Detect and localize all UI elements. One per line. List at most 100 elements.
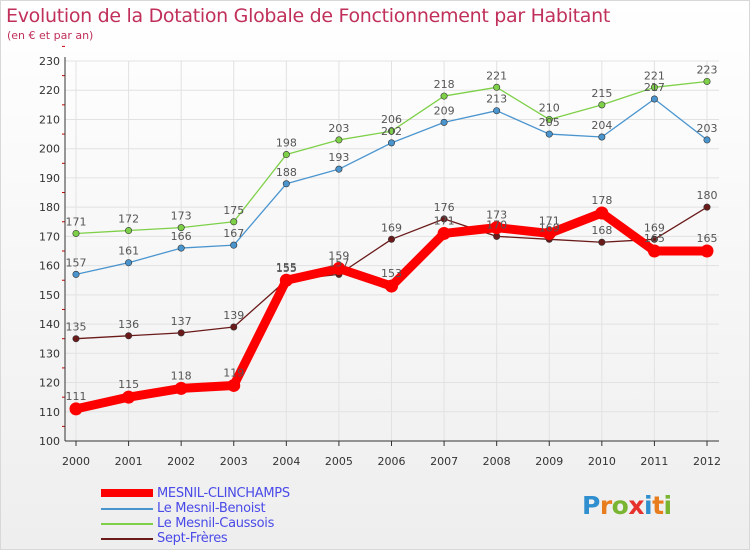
data-label: 176 [434, 201, 455, 214]
data-label: 209 [434, 104, 455, 117]
data-label: 119 [223, 366, 244, 379]
legend-label: Sept-Frères [157, 531, 228, 546]
x-tick-label: 2011 [640, 455, 668, 468]
data-label: 166 [171, 230, 192, 243]
grid [65, 60, 719, 441]
y-tick-label: 130 [39, 347, 60, 360]
x-tick-label: 2010 [588, 455, 616, 468]
legend-label: Le Mesnil-Benoist [157, 501, 266, 516]
y-tick-label: 180 [39, 201, 60, 214]
data-point [595, 206, 609, 220]
data-label: 213 [486, 93, 507, 106]
y-tick-label: 100 [39, 435, 60, 448]
data-label: 161 [118, 245, 139, 258]
y-tick-label: 190 [39, 172, 60, 185]
data-point [440, 118, 448, 126]
y-tick-label: 140 [39, 318, 60, 331]
data-point [230, 241, 238, 249]
data-point [230, 323, 238, 331]
data-label: 203 [697, 122, 718, 135]
data-point [122, 390, 136, 404]
data-point [177, 244, 185, 252]
data-point [72, 270, 80, 278]
data-label: 169 [381, 221, 402, 234]
legend-swatch-le-mesnil-benoist [101, 508, 153, 510]
legend-label: Le Mesnil-Caussois [157, 516, 275, 531]
data-label: 193 [328, 151, 349, 164]
data-point [385, 279, 398, 293]
data-label: 198 [276, 137, 297, 150]
data-point [440, 92, 448, 100]
data-point [598, 133, 606, 141]
data-point [493, 83, 501, 91]
x-tick-label: 2004 [272, 455, 300, 468]
data-label: 173 [486, 209, 507, 222]
data-point [69, 402, 83, 416]
data-label: 178 [591, 194, 612, 207]
data-label: 206 [381, 113, 402, 126]
data-label: 169 [539, 221, 560, 234]
chart-subtitle: (en € et par an) [7, 29, 94, 42]
x-tick-label: 2000 [62, 455, 90, 468]
data-point [490, 221, 504, 235]
data-point [125, 227, 133, 235]
series [69, 77, 714, 416]
data-label: 171 [539, 214, 560, 227]
legend-swatch-le-mesnil-caussois [101, 523, 153, 525]
data-label: 171 [434, 214, 455, 227]
data-point [387, 235, 395, 243]
y-tick-label: 150 [39, 289, 60, 302]
data-point [332, 262, 346, 276]
data-point [282, 151, 290, 159]
data-label: 202 [381, 125, 402, 138]
data-label: 172 [118, 213, 139, 226]
legend-swatch-mesnil-clinchamps [101, 489, 153, 497]
data-point [493, 232, 501, 240]
data-label: 210 [539, 101, 560, 114]
x-tick-label: 2005 [325, 455, 353, 468]
data-point [177, 224, 185, 232]
data-label: 221 [644, 69, 665, 82]
data-label: 157 [66, 256, 87, 269]
data-point [437, 226, 451, 240]
data-point [647, 244, 661, 258]
data-label: 136 [118, 318, 139, 331]
data-label: 155 [276, 262, 297, 275]
data-label: 215 [591, 87, 612, 100]
data-point [279, 273, 293, 287]
data-label: 221 [486, 69, 507, 82]
x-tick-label: 2001 [115, 455, 143, 468]
data-label: 115 [118, 378, 139, 391]
y-tick-label: 120 [39, 377, 60, 390]
data-label: 175 [223, 204, 244, 217]
data-label: 180 [697, 189, 718, 202]
x-tick-label: 2008 [483, 455, 511, 468]
y-tick-label: 220 [39, 84, 60, 97]
data-point [387, 127, 395, 135]
y-tick-label: 210 [39, 113, 60, 126]
y-tick-label: 170 [39, 230, 60, 243]
data-point [282, 180, 290, 188]
data-point [387, 139, 395, 147]
data-label: 137 [171, 315, 192, 328]
data-label: 118 [171, 369, 192, 382]
x-tick-label: 2002 [167, 455, 195, 468]
x-tick-label: 2007 [430, 455, 458, 468]
data-point [703, 203, 711, 211]
data-label: 204 [591, 119, 612, 132]
data-point [703, 136, 711, 144]
data-label: 169 [644, 221, 665, 234]
data-point [230, 218, 238, 226]
data-label: 170 [486, 218, 507, 231]
data-point [545, 115, 553, 123]
y-tick-label: 110 [39, 406, 60, 419]
data-label: 165 [644, 232, 665, 245]
data-point [335, 136, 343, 144]
data-label: 168 [591, 224, 612, 237]
x-tick-label: 2012 [693, 455, 721, 468]
data-label: 135 [66, 321, 87, 334]
data-point [700, 244, 714, 258]
data-label: 155 [276, 261, 297, 274]
